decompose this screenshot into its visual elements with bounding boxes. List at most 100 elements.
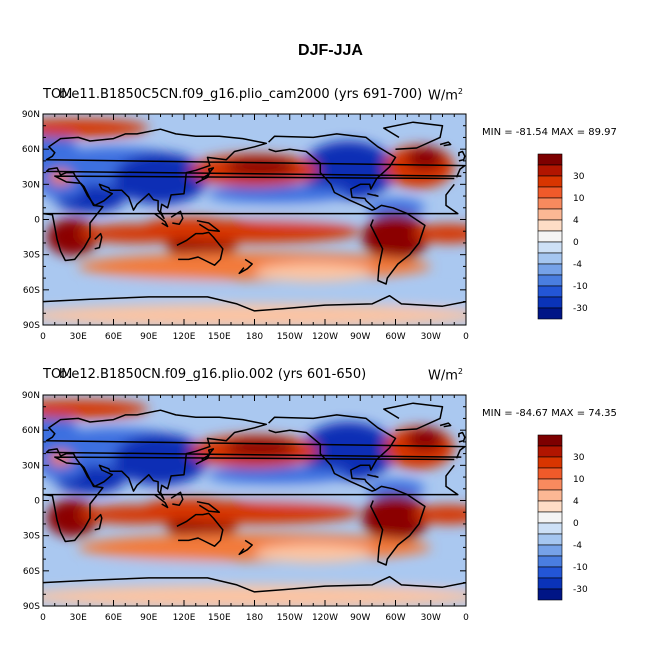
- lon-label: 150E: [208, 613, 231, 623]
- blob-southern-east-pacific: [254, 543, 372, 563]
- lat-label: 90S: [23, 602, 40, 612]
- blob-north-atlantic-core: [406, 146, 444, 171]
- lat-label: 90N: [22, 110, 40, 120]
- colorbar-label: 30: [573, 172, 585, 182]
- blob-arctic-atlantic: [43, 399, 149, 419]
- colorbar-swatch: [537, 434, 563, 447]
- panel-2-case-label: TOM: [43, 367, 73, 382]
- panel-1-title: TOM b.e11.B1850C5CN.f09_g16.plio_cam2000…: [43, 87, 422, 102]
- lat-label: 90S: [23, 321, 40, 331]
- coastline: [383, 402, 444, 431]
- panel-2-title: TOM b.e12.B1850CN.f09_g16.plio.002 (yrs …: [43, 367, 366, 382]
- colorbar-label: -4: [573, 260, 582, 270]
- colorbar-swatch: [537, 522, 563, 535]
- lat-label: 60N: [22, 145, 40, 155]
- colorbar-swatch: [537, 478, 563, 491]
- lon-label: 120E: [173, 332, 196, 342]
- coastline: [367, 192, 379, 197]
- lon-label: 0: [40, 613, 46, 623]
- colorbar-swatch: [537, 555, 563, 568]
- lon-label: 0: [463, 332, 469, 342]
- blob-subtropical-pacific: [207, 465, 349, 485]
- blob-south-indian: [90, 280, 231, 295]
- lat-label: 60S: [23, 567, 40, 577]
- blob-north-america: [301, 421, 396, 481]
- coastline: [94, 232, 103, 250]
- lat-label: 0: [34, 497, 40, 507]
- lon-label: 60E: [105, 613, 122, 623]
- coastline: [45, 128, 466, 220]
- colorbar-swatch: [537, 164, 563, 177]
- lon-label: 0: [463, 613, 469, 623]
- lat-label: 60N: [22, 426, 40, 436]
- lon-label: 60E: [105, 332, 122, 342]
- colorbar-swatch: [537, 588, 563, 601]
- coastline: [170, 491, 184, 506]
- coastline: [43, 294, 466, 312]
- blob-south-america: [362, 494, 429, 542]
- blob-weddell: [383, 292, 466, 307]
- blob-indian: [78, 224, 196, 243]
- coastline: [238, 258, 253, 275]
- colorbar-label: 0: [573, 519, 579, 529]
- colorbar-swatch: [537, 186, 563, 199]
- coastline: [176, 512, 224, 547]
- lon-label: 30E: [70, 613, 87, 623]
- lon-label: 90E: [140, 332, 157, 342]
- coastline: [45, 409, 466, 501]
- lat-label: 30N: [22, 461, 40, 471]
- coastline: [370, 485, 426, 566]
- coastline: [195, 167, 215, 184]
- coastline: [439, 141, 452, 147]
- lon-label: 30W: [421, 613, 441, 623]
- colorbar-swatch: [537, 445, 563, 458]
- colorbar-swatch: [537, 511, 563, 524]
- lon-label: 150E: [208, 332, 231, 342]
- colorbar-swatch: [537, 533, 563, 546]
- coastline: [176, 231, 224, 266]
- coastline: [370, 204, 426, 285]
- blob-caribbean: [366, 479, 425, 499]
- lon-label: 120W: [312, 332, 338, 342]
- panel-1-units: W/m2: [428, 87, 463, 104]
- coastline: [458, 150, 466, 162]
- lat-label: 30N: [22, 180, 40, 190]
- lon-label: 180: [246, 332, 263, 342]
- lat-label: 30S: [23, 251, 40, 261]
- coastline: [367, 473, 379, 478]
- lon-label: 120E: [173, 613, 196, 623]
- blob-south-indian: [90, 561, 231, 576]
- colorbar-label: -30: [573, 585, 588, 595]
- panel-1-case-label: TOM: [43, 87, 73, 102]
- colorbar-label: -10: [573, 563, 588, 573]
- blob-iberia: [48, 170, 73, 185]
- blob-antarctica: [43, 303, 466, 325]
- colorbar-swatch: [537, 296, 563, 309]
- coastline: [43, 575, 466, 593]
- colorbar-label: -4: [573, 541, 582, 551]
- lat-label: 0: [34, 216, 40, 226]
- main-title: DJF-JJA: [298, 42, 363, 59]
- colorbar-label: 10: [573, 475, 585, 485]
- colorbar-swatch: [537, 285, 563, 298]
- blob-itcz: [242, 491, 361, 501]
- lon-label: 90E: [140, 613, 157, 623]
- coastline: [383, 121, 444, 150]
- blob-caribbean: [366, 198, 425, 218]
- blob-north-atlantic: [43, 411, 79, 454]
- colorbar-label: -30: [573, 304, 588, 314]
- lat-label: 90N: [22, 391, 40, 401]
- coastline: [154, 494, 169, 509]
- colorbar-label: 10: [573, 194, 585, 204]
- panel-2-overlay-label: b.e12.B1850CN.f09_g16.plio.002 (yrs 601-…: [59, 367, 367, 382]
- coastline: [238, 539, 253, 556]
- lon-label: 0: [40, 332, 46, 342]
- coastline: [196, 219, 221, 232]
- lon-label: 150W: [277, 332, 303, 342]
- colorbar-swatch: [537, 467, 563, 480]
- panel-1-colorbar: 30 10 4 0 -4 -10 -30: [537, 153, 588, 320]
- colorbar-swatch: [537, 274, 563, 287]
- coastline: [268, 414, 397, 492]
